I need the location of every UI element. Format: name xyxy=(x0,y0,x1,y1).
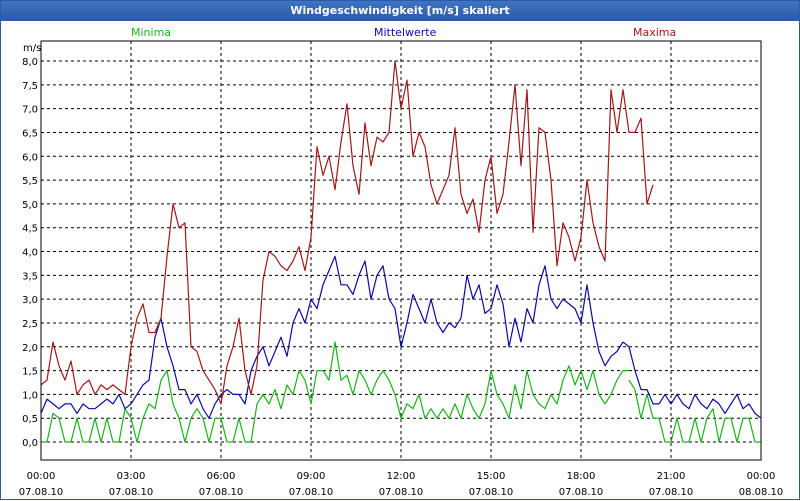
series-layer xyxy=(40,60,762,443)
series-mittelwerte-line xyxy=(40,255,624,419)
y-tick-label: 7,5 xyxy=(22,81,38,92)
x-tick-date: 07.08.10 xyxy=(379,487,424,498)
y-tick-label: 8,0 xyxy=(22,57,38,68)
window-title: Windgeschwindigkeit [m/s] skaliert xyxy=(1,1,799,21)
y-axis-unit: m/s xyxy=(23,43,41,54)
series-mittelwerte-line xyxy=(622,341,762,419)
y-tick-label: 4,0 xyxy=(22,248,38,259)
x-tick-time: 12:00 xyxy=(387,471,416,482)
y-tick-label: 2,5 xyxy=(22,319,38,330)
y-tick-label: 4,5 xyxy=(22,224,38,235)
x-tick-date: 07.08.10 xyxy=(559,487,604,498)
x-tick-time: 00:00 xyxy=(27,471,56,482)
series-minima-line xyxy=(41,341,629,443)
x-tick-date: 07.08.10 xyxy=(649,487,694,498)
y-tick-label: 0,0 xyxy=(22,438,38,449)
y-tick-label: 3,0 xyxy=(22,295,38,306)
x-tick-date: 07.08.10 xyxy=(469,487,514,498)
y-tick-label: 6,0 xyxy=(22,152,38,163)
y-tick-label: 5,0 xyxy=(22,200,38,211)
y-tick-label: 6,5 xyxy=(22,128,38,139)
x-tick-date: 07.08.10 xyxy=(199,487,244,498)
y-tick-label: 1,0 xyxy=(22,390,38,401)
y-tick-label: 3,5 xyxy=(22,271,38,282)
x-tick-date: 07.08.10 xyxy=(109,487,154,498)
x-tick-date: 07.08.10 xyxy=(19,487,64,498)
legend-maxima: Maxima xyxy=(633,26,676,39)
x-tick-time: 03:00 xyxy=(117,471,146,482)
x-tick-date: 08.08.10 xyxy=(739,487,784,498)
y-tick-label: 5,5 xyxy=(22,176,38,187)
series-minima-line xyxy=(628,379,761,443)
x-tick-time: 09:00 xyxy=(297,471,326,482)
x-tick-date: 07.08.10 xyxy=(289,487,334,498)
plot-frame xyxy=(40,40,762,461)
y-tick-label: 0,5 xyxy=(22,414,38,425)
legend-mittelwerte: Mittelwerte xyxy=(374,26,437,39)
axis-layer: 0,0 0,5 1,0 1,5 2,0 2,5 3,0 3,5 4,0 4,5 5,0 5,5 6,0 6… xyxy=(19,40,784,498)
x-tick-time: 00:00 xyxy=(747,471,776,482)
x-tick-time: 18:00 xyxy=(567,471,596,482)
y-tick-label: 7,0 xyxy=(22,105,38,116)
y-tick-label: 1,5 xyxy=(22,367,38,378)
y-tick-label: 2,0 xyxy=(22,343,38,354)
x-tick-time: 15:00 xyxy=(477,471,506,482)
series-maxima-line xyxy=(40,60,654,405)
legend-minima: Minima xyxy=(131,26,171,39)
x-tick-time: 06:00 xyxy=(207,471,236,482)
x-tick-time: 21:00 xyxy=(657,471,686,482)
